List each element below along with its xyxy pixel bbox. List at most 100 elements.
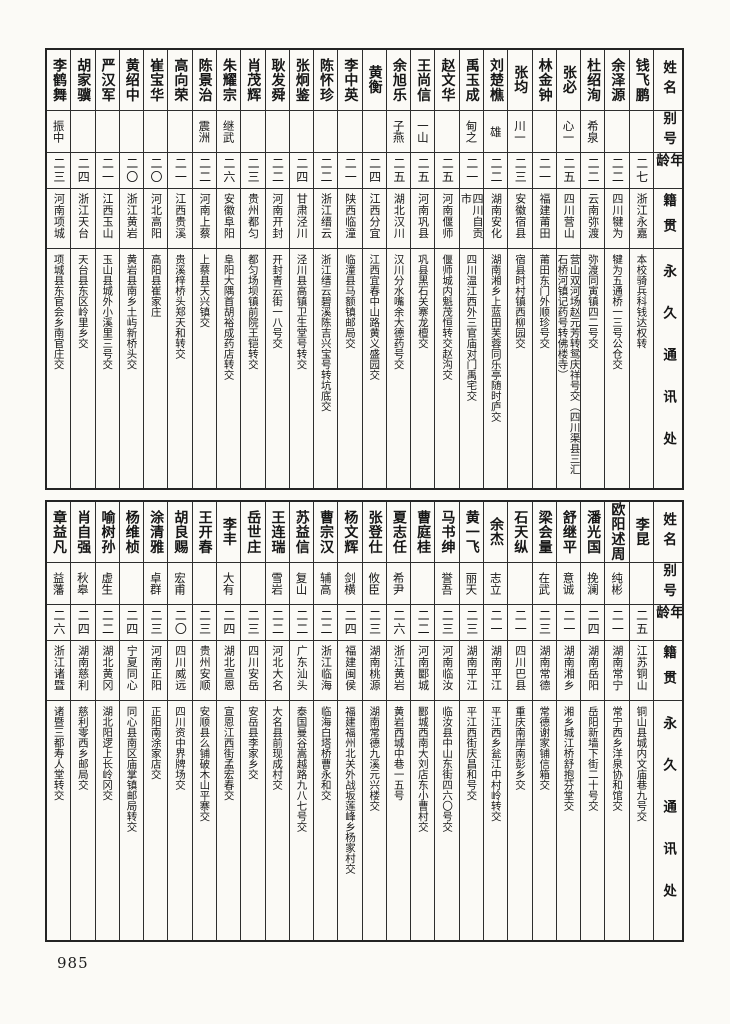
- entry-origin-cell: 浙江天台: [71, 188, 95, 248]
- entry-age-cell: 二三: [46, 152, 71, 188]
- entry-address-text: 常宁西乡洋泉协和馆交: [611, 706, 624, 811]
- entry-origin-text: 贵州安顺: [198, 645, 212, 691]
- entry-column: 张炯鉴 二四 甘肃泾川 泾川县高镇卫生堂号转交: [289, 50, 315, 488]
- entry-name-cell: 耿发舜: [266, 50, 289, 110]
- entry-origin-text: 江西玉山: [100, 193, 114, 239]
- entry-column: 黄衡 二四 江西分宜 江西宜春中山路黄义盛园交: [362, 50, 387, 488]
- entry-column: 杨维桢 二四 宁夏同心 同心县南区庙掌镇邮局转交: [119, 502, 145, 940]
- directory-table-top: 姓名 别号 年龄 籍贯 永久通讯处 钱飞鹏 二七 浙江永嘉 本校骑兵科钱达权转 余泽源 二二 四川犍为…: [45, 48, 684, 490]
- entry-name-cell: 王尚信: [411, 50, 434, 110]
- entry-name-text: 黄一飞: [463, 509, 480, 555]
- entry-address-text: 犍为五通桥一三号公仓交: [611, 254, 624, 370]
- entry-alias-cell: 虚生: [95, 562, 119, 604]
- directory-table-bottom: 姓名 别号 年龄 籍贯 永久通讯处 李昆 二五 江苏铜山 铜山县城内文庙巷九号交 欧阳述周 纯彬 二一…: [45, 500, 684, 942]
- entry-name-text: 朱耀宗: [220, 57, 237, 103]
- entry-origin-cell: 浙江黄岩: [386, 640, 411, 700]
- entry-alias-text: 心一: [561, 120, 576, 143]
- entry-address-cell: 本校骑兵科钱达权转: [629, 248, 653, 488]
- entry-age-text: 二四: [76, 609, 91, 636]
- entry-address-cell: 贵溪梓桥头郑天和转交: [168, 248, 192, 488]
- entry-origin-cell: 江西分宜: [362, 188, 386, 248]
- entry-alias-text: 剑横: [343, 572, 358, 595]
- entry-address-cell: 泾川县高镇卫生堂号转交: [289, 248, 314, 488]
- header-label: 姓名: [660, 59, 677, 101]
- entry-name-text: 陈怀珍: [318, 57, 335, 103]
- entry-column: 耿发舜 二二 河南开封 开封青云街一八号交: [265, 50, 290, 488]
- entry-name-cell: 余泽源: [605, 50, 628, 110]
- entry-name-text: 王尚信: [415, 57, 432, 103]
- entry-name-text: 李丰: [220, 517, 237, 547]
- entry-column: 赵文华 二五 河南偃师 偃师城内魁茂恒转交赵沟交: [435, 50, 460, 488]
- entry-age-cell: 二四: [338, 604, 362, 640]
- header-label: 永久通讯处: [660, 263, 677, 474]
- entry-address-cell: 犍为五通桥一三号公仓交: [605, 248, 629, 488]
- entry-name-text: 林金钟: [536, 57, 553, 103]
- entry-address-text: 宿县时村镇西柳园交: [513, 254, 526, 349]
- entry-age-cell: 二二: [265, 152, 289, 188]
- entry-name-cell: 喻树孙: [96, 502, 119, 562]
- entry-column: 胡家骥 二四 浙江天台 天台县东区岭里乡交: [71, 50, 96, 488]
- entry-column: 黄一飞 丽天 二三 湖南平江 平江西街庆昌和号交: [459, 502, 485, 940]
- entry-age-text: 二三: [513, 157, 528, 184]
- entry-alias-cell: 大有: [216, 562, 241, 604]
- entry-origin-cell: 浙江黄岩: [119, 188, 144, 248]
- entry-alias-text: 继武: [221, 120, 236, 143]
- entry-address-text: 安顺县么铺破木山平寨交: [198, 706, 211, 822]
- entry-address-text: 诸暨三都寿人堂转交: [52, 706, 65, 801]
- entry-name-cell: 张必: [557, 50, 580, 110]
- entry-origin-cell: 湖南岳阳: [581, 640, 605, 700]
- entry-age-cell: 二四: [289, 152, 314, 188]
- entry-age-cell: 二五: [556, 152, 581, 188]
- entry-column: 刘楚樵雄二二 湖南安化 湖南湘乡上蓝田芙蓉同乐亭随时庐交: [484, 50, 509, 488]
- entry-age-text: 二三: [246, 609, 261, 636]
- entry-age-cell: 二五: [629, 604, 653, 640]
- entry-address-text: 重庆南岸南彭乡交: [513, 706, 526, 790]
- entry-age-cell: 二五: [435, 152, 459, 188]
- entry-address-cell: 平江西乡瓮江中村岭转交: [484, 700, 508, 940]
- entry-name-cell: 苏益信: [290, 502, 313, 562]
- entry-age-text: 二二: [488, 157, 503, 184]
- entry-alias-cell: [168, 110, 192, 152]
- entry-address-cell: 同心县南区庙掌镇邮局转交: [119, 700, 144, 940]
- entry-age-text: 二二: [610, 157, 625, 184]
- entry-name-text: 曹庭桂: [415, 509, 432, 555]
- entry-origin-text: 福建莆田: [538, 193, 551, 239]
- entry-name-text: 张炯鉴: [293, 57, 310, 103]
- entry-address-cell: 临汝县中山东街四六〇号交: [435, 700, 459, 940]
- entry-address-text: 常德谢家铺信箱交: [538, 706, 551, 790]
- entry-name-text: 舒继平: [560, 509, 577, 555]
- entry-column: 欧阳述周 纯彬 二一 湖南常宁 常宁西乡洋泉协和馆交: [605, 502, 630, 940]
- entry-name-cell: 张登仕: [363, 502, 386, 562]
- entry-name-text: 耿发舜: [269, 57, 286, 103]
- entry-alias-cell: [605, 110, 629, 152]
- entry-address-cell: 四川温江西外三官庙对门禹宅交: [459, 248, 484, 488]
- entry-column: 张必 心一 二五 四川营山 营山双河场赵元芳转鸳庆祥号交（四川渠县三汇石桥河镇记药号转佛…: [556, 50, 582, 488]
- entry-origin-cell: 贵州都匀: [241, 188, 265, 248]
- entry-name-text: 喻树孙: [99, 509, 116, 555]
- entry-name-cell: 章益凡: [47, 502, 70, 562]
- entry-name-text: 曹宗汉: [318, 509, 335, 555]
- entry-alias-text: 辅高: [318, 572, 333, 595]
- entry-name-text: 李鹤舞: [50, 57, 67, 103]
- entry-age-text: 二三: [367, 609, 382, 636]
- entry-address-cell: 郾城西南大刘店东小曹村交: [411, 700, 435, 940]
- entry-age-cell: 二二: [581, 152, 605, 188]
- entry-alias-text: 誉吾: [440, 572, 455, 595]
- entry-name-text: 肖自强: [75, 509, 92, 555]
- entry-alias-cell: [119, 562, 144, 604]
- entry-name-text: 余泽源: [609, 57, 626, 103]
- entry-name-cell: 杨维桢: [120, 502, 143, 562]
- entry-column: 陈怀珍 二二 浙江缙云 浙江缙云碧溪陈吉兴宝号转坑底交: [314, 50, 339, 488]
- entry-address-text: 泰国曼谷嵩越路九八七号交: [295, 706, 308, 832]
- entry-name-text: 苏益信: [293, 509, 310, 555]
- entry-origin-text: 贵州都匀: [246, 193, 260, 239]
- entry-age-text: 二六: [221, 157, 236, 184]
- entry-name-cell: 余旭乐: [387, 50, 410, 110]
- page-number: 985: [57, 954, 89, 972]
- entry-column: 李丰 大有 二四 湖北宣恩 宣恩江西街孟宏春交: [216, 502, 242, 940]
- entry-age-text: 二〇: [149, 157, 164, 184]
- entry-address-text: 安岳县李家乡交: [246, 706, 259, 780]
- entry-alias-cell: [435, 110, 459, 152]
- entry-name-cell: 李鹤舞: [47, 50, 70, 110]
- entry-origin-text: 江西贵溪: [173, 193, 187, 239]
